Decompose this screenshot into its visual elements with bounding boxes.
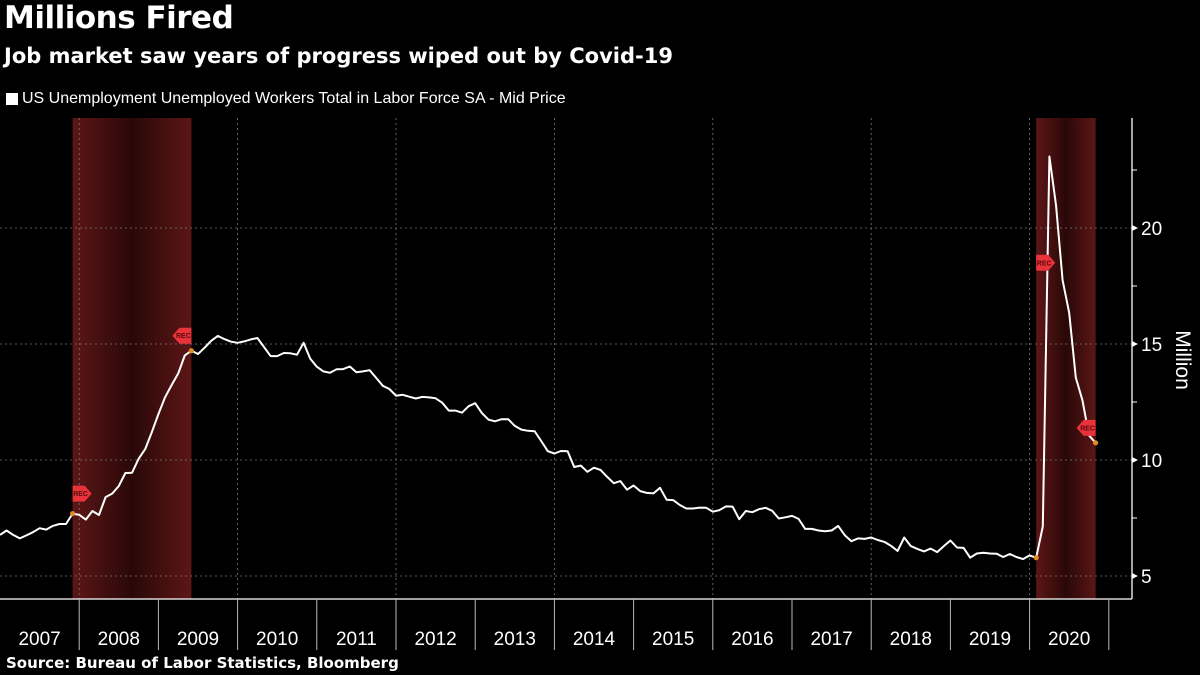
recession-markers: REC REC REC REC bbox=[70, 254, 1099, 561]
y-tick-label: 10 bbox=[1141, 451, 1162, 472]
y-tick-mark bbox=[1132, 573, 1138, 579]
series-line bbox=[0, 155, 1097, 561]
gridlines bbox=[0, 118, 1132, 599]
y-tick-label: 5 bbox=[1141, 567, 1152, 588]
source-note: Source: Bureau of Labor Statistics, Bloo… bbox=[6, 654, 399, 672]
rec-flag-label: REC bbox=[176, 333, 191, 340]
x-tick-label: 2016 bbox=[731, 629, 773, 650]
rec-flag-shape bbox=[1036, 254, 1056, 271]
x-tick-label: 2010 bbox=[256, 629, 298, 650]
x-tick-label: 2007 bbox=[18, 629, 60, 650]
y-tick-label: 20 bbox=[1141, 219, 1162, 240]
x-tick-label: 2017 bbox=[810, 629, 852, 650]
recession-end-dot bbox=[188, 348, 194, 354]
x-tick-label: 2020 bbox=[1048, 629, 1090, 650]
rec-start-flag: REC bbox=[72, 485, 92, 502]
x-tick-label: 2012 bbox=[414, 629, 456, 650]
rec-flag-shape bbox=[1076, 419, 1096, 436]
y-tick-mark bbox=[1132, 225, 1138, 231]
rec-flag-shape bbox=[172, 327, 192, 344]
y-tick-label: 15 bbox=[1141, 335, 1162, 356]
rec-flag-shape bbox=[72, 485, 92, 502]
x-tick-label: 2008 bbox=[98, 629, 140, 650]
recession-start-dot bbox=[70, 510, 76, 517]
rec-end-flag: REC bbox=[1076, 419, 1096, 436]
x-tick-label: 2009 bbox=[177, 629, 219, 650]
recession-band bbox=[72, 118, 192, 599]
rec-flag-label: REC bbox=[73, 491, 88, 498]
recession-end-dot bbox=[1093, 440, 1099, 446]
x-tick-label: 2013 bbox=[494, 629, 536, 650]
y-axis-label: Million bbox=[1171, 330, 1194, 390]
y-tick-mark bbox=[1132, 457, 1138, 463]
x-tick-label: 2018 bbox=[890, 629, 932, 650]
recession-start-dot bbox=[1033, 555, 1039, 561]
legend: US Unemployment Unemployed Workers Total… bbox=[6, 90, 566, 108]
legend-swatch bbox=[6, 93, 18, 105]
chart-subtitle: Job market saw years of progress wiped o… bbox=[4, 44, 673, 68]
legend-label: US Unemployment Unemployed Workers Total… bbox=[22, 90, 566, 107]
recession-bands bbox=[72, 118, 1096, 599]
rec-start-flag: REC bbox=[1036, 254, 1056, 271]
rec-flag-label: REC bbox=[1037, 260, 1052, 267]
y-tick-mark bbox=[1132, 341, 1138, 347]
x-tick-label: 2015 bbox=[652, 629, 694, 650]
chart-title: Millions Fired bbox=[4, 0, 234, 36]
x-tick-label: 2019 bbox=[969, 629, 1011, 650]
x-tick-label: 2011 bbox=[336, 629, 377, 650]
rec-end-flag: REC bbox=[172, 327, 192, 344]
series-layer bbox=[0, 155, 1097, 561]
x-tick-label: 2014 bbox=[573, 629, 616, 650]
axes: 5 10 15 20 2007 2008 2009 2010 2011 2012 2013 2014 2… bbox=[0, 118, 1162, 650]
rec-flag-label: REC bbox=[1080, 425, 1095, 432]
